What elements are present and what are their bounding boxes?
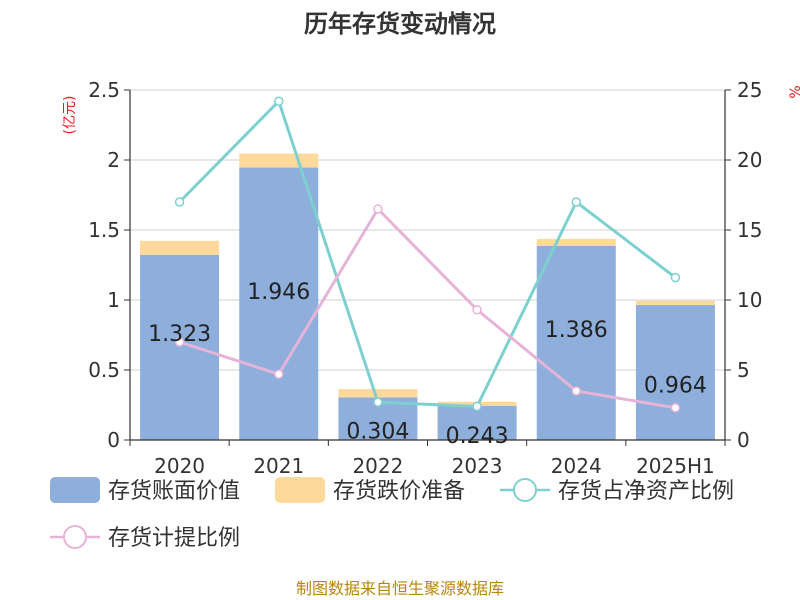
bar-impairment [338,389,418,398]
left-tick-label: 1 [107,288,120,312]
line-point [373,204,383,214]
line-point [274,96,284,106]
right-axis-unit: % [788,85,800,98]
bar-value-label: 0.304 [346,420,409,445]
right-tick-label: 20 [737,148,762,172]
x-tick-label: 2025H1 [636,454,715,478]
bar-value-label: 1.946 [247,280,310,305]
legend-label: 存货跌价准备 [333,479,465,504]
legend-label: 存货占净资产比例 [558,479,734,504]
line-point [274,369,284,379]
left-tick-label: 2.5 [88,78,120,102]
lines [174,96,681,413]
legend-marker [63,525,87,549]
line-net-asset-ratio [178,98,677,408]
right-tick-label: 5 [737,358,750,382]
x-tick-label: 2020 [154,454,205,478]
line-point [373,397,383,407]
left-tick-label: 0.5 [88,358,120,382]
bar-book-value [239,167,319,440]
line-provision-ratio [179,206,676,410]
legend-label: 存货账面价值 [108,479,240,504]
right-tick-label: 15 [737,218,762,242]
x-tick-label: 2024 [551,454,602,478]
bar-book-value [140,254,220,440]
bar-labels: 1.323 1.946 0.304 0.243 1.386 0.964 [148,280,707,449]
line-point [571,197,581,207]
line-point [472,305,482,315]
gridlines [130,89,725,371]
bar-value-label: 0.243 [446,424,509,449]
line-point [571,386,581,396]
chart-title: 历年存货变动情况 [304,10,496,38]
legend-label: 存货计提比例 [108,526,240,551]
line-point [472,401,482,412]
line-point [174,337,185,347]
source-note: 制图数据来自恒生聚源数据库 [296,579,504,598]
bar-book-value [536,245,616,440]
line-point [670,403,681,413]
left-tick-label: 2 [107,148,120,172]
line-point [670,272,681,283]
x-tick-label: 2022 [352,454,403,478]
right-tick-label: 25 [737,78,762,102]
bars [140,153,715,440]
x-tick-label: 2021 [253,454,304,478]
right-tick-label: 0 [737,428,750,452]
x-tick-label: 2023 [452,454,503,478]
bar-impairment [239,153,319,168]
legend-marker [513,478,537,502]
right-tick-label: 10 [737,288,762,312]
bar-value-label: 0.964 [644,374,707,399]
bar-value-label: 1.323 [148,322,211,347]
axes: 0 0.5 1 1.5 2 2.5 0 5 10 15 20 25 2020 2021 2022 2023 20… [88,78,762,478]
left-tick-label: 0 [107,428,120,452]
left-tick-label: 1.5 [88,218,120,242]
bar-value-label: 1.386 [545,318,608,343]
bar-impairment [140,240,220,255]
bar-impairment [536,238,616,246]
bar-book-value [437,405,517,440]
left-axis-unit: (亿元) [62,96,78,135]
bar-book-value [635,305,715,440]
legend-swatch [275,477,325,503]
line-point [174,197,185,207]
bar-impairment [635,300,715,306]
legend-swatch [50,477,100,503]
